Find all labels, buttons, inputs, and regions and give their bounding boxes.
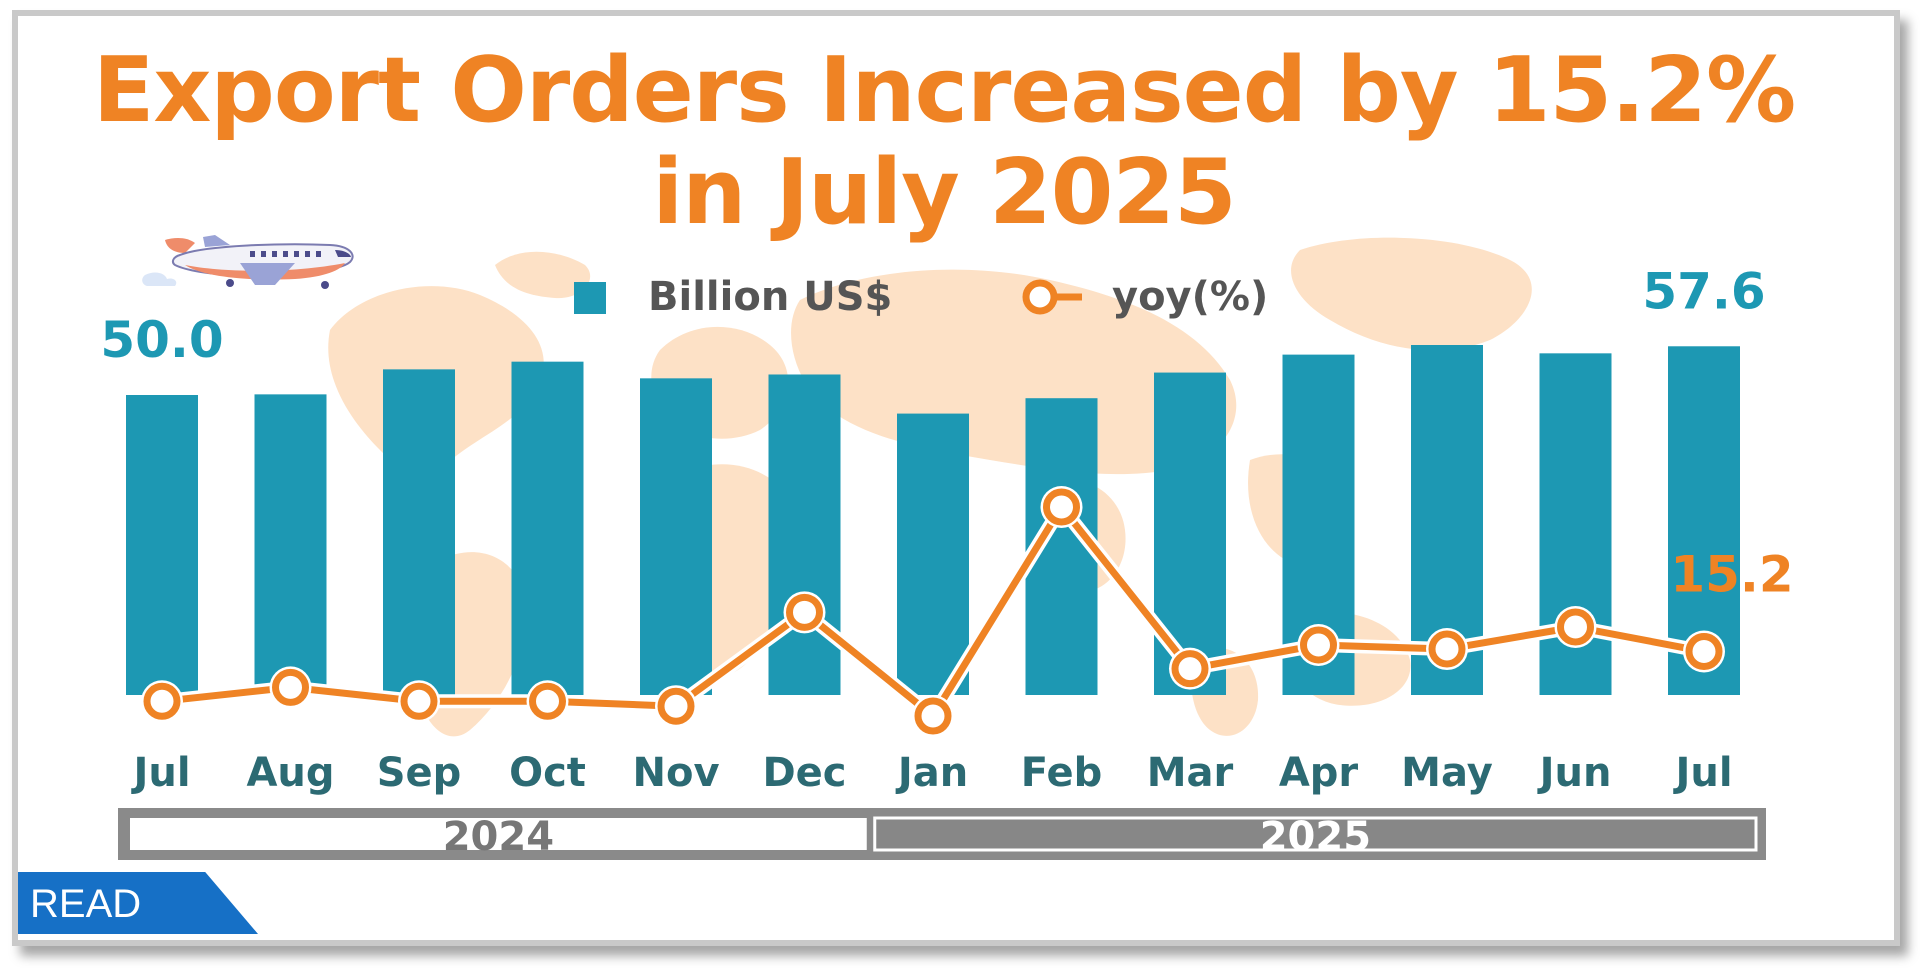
yoy-point-apr-9 — [1300, 626, 1337, 664]
bar-jul-0 — [126, 395, 198, 695]
bar-value-label-12: 57.6 — [1642, 262, 1765, 320]
month-label-nov-4: Nov — [632, 750, 719, 796]
yoy-point-may-10 — [1428, 630, 1466, 668]
year-label-2025: 2025 — [1260, 814, 1371, 860]
month-label-jan-6: Jan — [895, 750, 968, 796]
bar-sep-2 — [383, 369, 455, 695]
bar-jan-6 — [897, 413, 969, 695]
month-label-oct-3: Oct — [509, 750, 586, 796]
legend-bar-swatch — [574, 282, 606, 314]
legend: Billion US$ yoy(%) — [574, 274, 1268, 320]
title-line-1: Export Orders Increased by 15.2% — [92, 38, 1796, 143]
yoy-point-dec-5 — [786, 593, 823, 631]
yoy-point-aug-1 — [272, 668, 309, 706]
legend-line-label: yoy(%) — [1112, 274, 1268, 320]
year-label-2024: 2024 — [443, 814, 554, 860]
bar-value-label-0: 50.0 — [100, 311, 223, 369]
bar-dec-5 — [768, 374, 841, 695]
year-band: 2024 2025 — [118, 808, 1766, 860]
month-label-jul-12: Jul — [1672, 750, 1732, 796]
yoy-point-jan-6 — [914, 697, 952, 735]
month-label-feb-7: Feb — [1021, 750, 1102, 796]
yoy-point-jul-12 — [1685, 633, 1723, 671]
yoy-point-jun-11 — [1557, 608, 1594, 646]
month-label-dec-5: Dec — [762, 750, 846, 796]
legend-bar-label: Billion US$ — [648, 274, 892, 320]
yoy-point-feb-7 — [1043, 488, 1080, 526]
read-label: READ — [30, 882, 142, 926]
yoy-point-sep-2 — [400, 682, 438, 720]
read-button[interactable]: READ — [18, 872, 258, 934]
month-label-jun-11: Jun — [1537, 750, 1612, 796]
month-label-jul-0: Jul — [130, 750, 190, 796]
data-labels: 50.0 57.6 15.2 — [100, 262, 1793, 603]
year-segment-2025 — [873, 816, 1758, 852]
month-label-sep-2: Sep — [377, 750, 462, 796]
yoy-point-jul-0 — [143, 682, 181, 720]
bar-aug-1 — [254, 394, 327, 695]
month-label-mar-8: Mar — [1147, 750, 1234, 796]
yoy-point-nov-4 — [657, 687, 695, 725]
month-label-apr-9: Apr — [1279, 750, 1359, 796]
title-line-2: in July 2025 — [652, 140, 1236, 245]
yoy-point-oct-3 — [529, 682, 566, 720]
bar-nov-4 — [640, 378, 712, 695]
chart-title: Export Orders Increased by 15.2% in July… — [0, 40, 1888, 244]
yoy-value-label-12: 15.2 — [1670, 546, 1793, 604]
airplane-icon — [142, 235, 354, 289]
bar-oct-3 — [511, 361, 584, 695]
yoy-line-series — [141, 486, 1725, 737]
yoy-point-mar-8 — [1171, 650, 1209, 688]
legend-line-marker — [1022, 279, 1058, 315]
year-segment-2024 — [130, 818, 867, 850]
month-label-may-10: May — [1401, 750, 1493, 796]
month-label-aug-1: Aug — [246, 750, 334, 796]
month-axis: Jul Aug Sep Oct Nov Dec Jan Feb Mar Apr May Jun Jul — [130, 750, 1732, 796]
